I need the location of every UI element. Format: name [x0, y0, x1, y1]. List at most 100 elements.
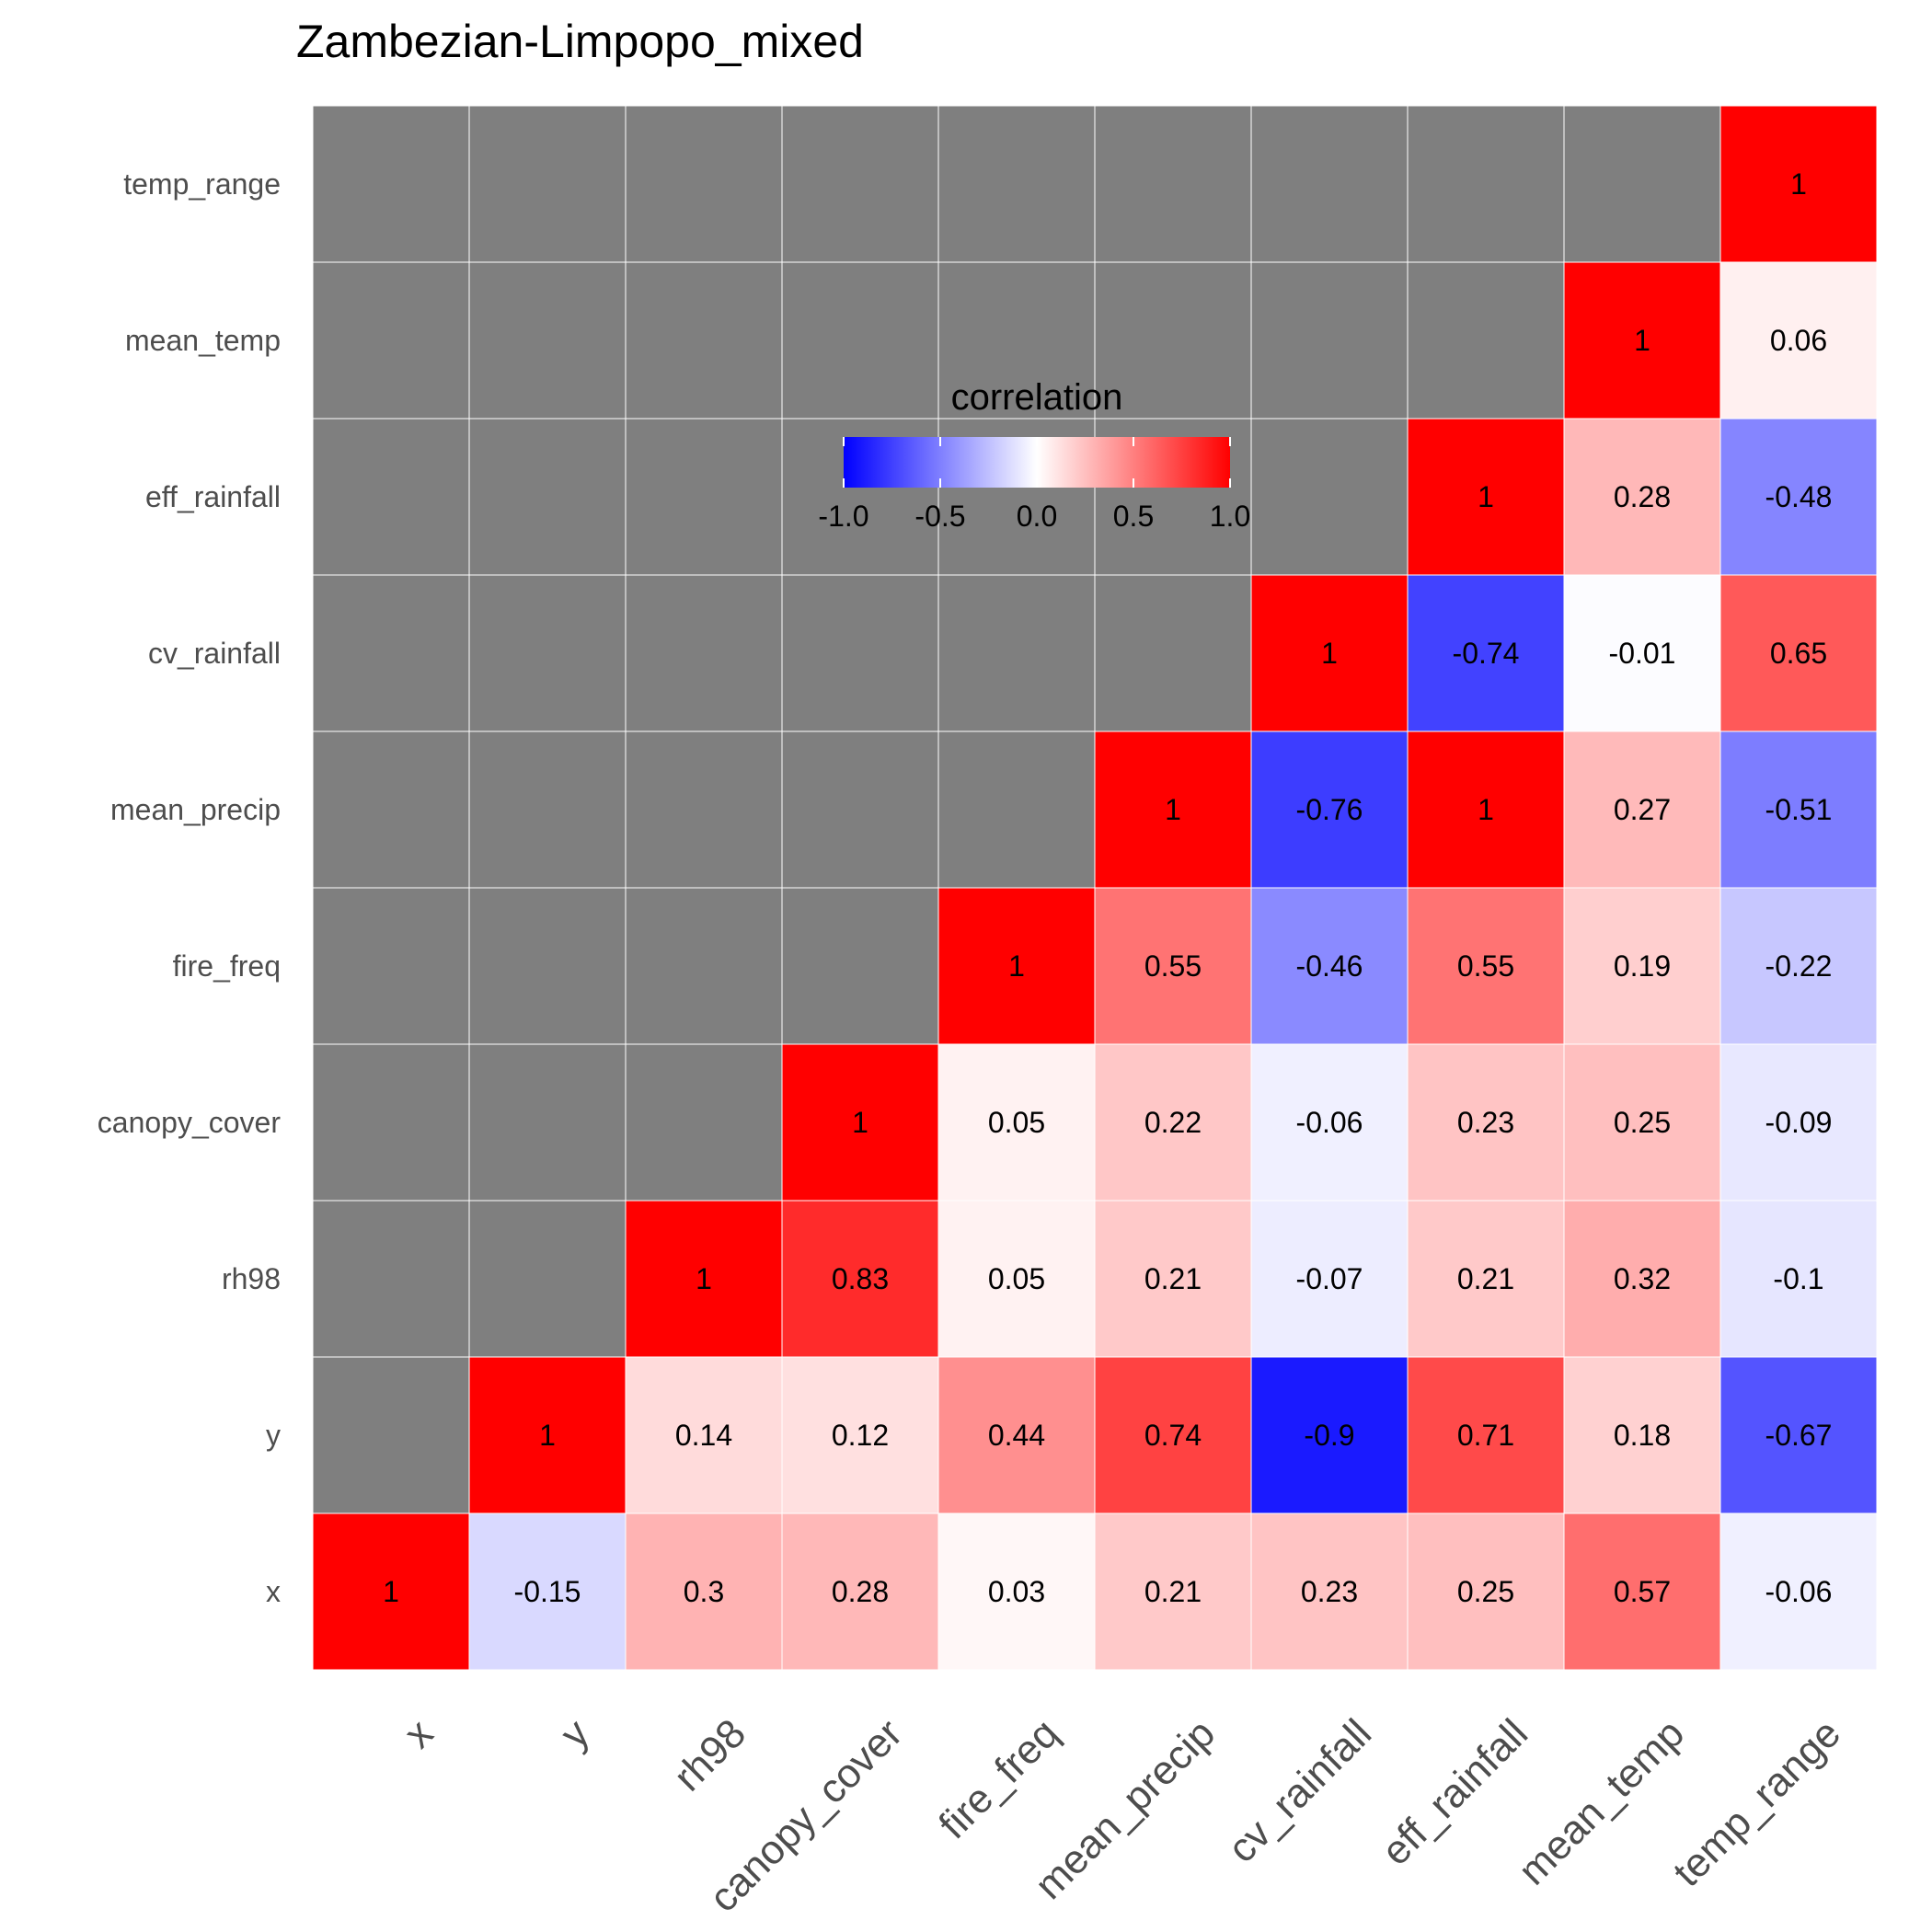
cell-value-label: -0.07	[1296, 1262, 1363, 1295]
heatmap-cell-fire_freq-temp_range	[937, 105, 1096, 263]
cell-value-label: 1	[1165, 793, 1181, 826]
heatmap-cell-cv_rainfall-rh98	[1250, 1200, 1409, 1358]
cell-value-label: 1	[1790, 167, 1807, 201]
heatmap-cell-canopy_cover-mean_temp	[781, 261, 939, 420]
heatmap-cell-cv_rainfall-canopy_cover	[1250, 1043, 1409, 1202]
x-tick-label-mean_temp: mean_temp	[1510, 1710, 1693, 1893]
cell-value-label: -0.15	[514, 1575, 581, 1608]
cell-value-label: 0.23	[1457, 1106, 1514, 1139]
cell-value-label: 0.71	[1457, 1419, 1514, 1452]
cell-value-label: -0.06	[1765, 1575, 1833, 1608]
cell-value-labels: 1 -0.15 0.3 0.28 0.03 0.21 0.23 0.25 0.57 -0.06 1 0…	[383, 167, 1832, 1608]
cell-value-label: 0.28	[1614, 480, 1671, 513]
heatmap-cell-mean_temp-fire_freq	[1563, 887, 1721, 1045]
legend-tick-label: 1.0	[1210, 500, 1250, 533]
heatmap-cell-x-eff_rainfall	[312, 418, 470, 576]
heatmap-cell-eff_rainfall-fire_freq	[1407, 887, 1565, 1045]
x-tick-label-y: y	[552, 1710, 598, 1756]
heatmap-cell-mean_precip-temp_range	[1094, 105, 1252, 263]
heatmap-cell-rh98-fire_freq	[625, 887, 783, 1045]
heatmap-cell-x-mean_precip	[312, 730, 470, 889]
cell-value-label: 0.27	[1614, 793, 1671, 826]
heatmap-cell-mean_temp-temp_range	[1563, 105, 1721, 263]
heatmap-cell-eff_rainfall-mean_temp	[1407, 261, 1565, 420]
cell-value-label: -0.46	[1296, 949, 1363, 983]
cell-value-label: 0.23	[1301, 1575, 1358, 1608]
heatmap-cell-x-x	[312, 1512, 470, 1671]
cell-value-label: 0.21	[1457, 1262, 1514, 1295]
cell-value-label: -0.51	[1765, 793, 1833, 826]
heatmap-cell-rh98-mean_temp	[625, 261, 783, 420]
heatmap-cell-y-eff_rainfall	[468, 418, 627, 576]
heatmap-cell-eff_rainfall-x	[1407, 1512, 1565, 1671]
cell-value-label: 0.55	[1457, 949, 1514, 983]
heatmap-cell-rh98-cv_rainfall	[625, 574, 783, 732]
x-tick-label-eff_rainfall: eff_rainfall	[1373, 1710, 1536, 1874]
cell-value-label: 0.05	[988, 1262, 1045, 1295]
y-tick-label-cv_rainfall: cv_rainfall	[148, 637, 281, 670]
x-tick-label-temp_range: temp_range	[1664, 1710, 1849, 1895]
cell-value-label: -0.09	[1765, 1106, 1833, 1139]
heatmap-cell-temp_range-eff_rainfall	[1719, 418, 1878, 576]
heatmap-cell-cv_rainfall-mean_temp	[1250, 261, 1409, 420]
cell-value-label: 0.65	[1770, 637, 1827, 670]
legend-title: correlation	[951, 377, 1123, 418]
cell-value-label: 0.25	[1614, 1106, 1671, 1139]
heatmap-cell-y-mean_temp	[468, 261, 627, 420]
heatmap-cell-fire_freq-cv_rainfall	[937, 574, 1096, 732]
heatmap-cell-temp_range-mean_temp	[1719, 261, 1878, 420]
cell-value-label: 0.3	[684, 1575, 724, 1608]
cell-value-label: -0.06	[1296, 1106, 1363, 1139]
heatmap-cell-x-temp_range	[312, 105, 470, 263]
heatmap-cell-x-cv_rainfall	[312, 574, 470, 732]
y-tick-label-canopy_cover: canopy_cover	[98, 1106, 282, 1139]
heatmap-cell-x-mean_temp	[312, 261, 470, 420]
heatmap-cell-mean_precip-mean_precip	[1094, 730, 1252, 889]
heatmap-cell-fire_freq-canopy_cover	[937, 1043, 1096, 1202]
heatmap-cell-eff_rainfall-rh98	[1407, 1200, 1565, 1358]
cell-value-label: -0.76	[1296, 793, 1363, 826]
heatmap-cell-eff_rainfall-y	[1407, 1356, 1565, 1514]
cell-value-label: 0.22	[1144, 1106, 1202, 1139]
heatmap-cells	[312, 105, 1878, 1671]
heatmap-cell-canopy_cover-mean_precip	[781, 730, 939, 889]
legend-ticks: -1.0 -0.5 0.0 0.5 1.0	[818, 437, 1250, 533]
y-tick-label-y: y	[266, 1419, 281, 1452]
y-tick-label-mean_temp: mean_temp	[125, 324, 281, 357]
cell-value-label: 0.44	[988, 1419, 1045, 1452]
heatmap-cell-canopy_cover-canopy_cover	[781, 1043, 939, 1202]
heatmap-cell-y-temp_range	[468, 105, 627, 263]
heatmap-cell-mean_temp-rh98	[1563, 1200, 1721, 1358]
heatmap-cell-y-mean_precip	[468, 730, 627, 889]
heatmap-cell-x-rh98	[312, 1200, 470, 1358]
x-tick-label-cv_rainfall: cv_rainfall	[1219, 1710, 1380, 1871]
legend-tick-label: -1.0	[818, 500, 868, 533]
heatmap-cell-temp_range-cv_rainfall	[1719, 574, 1878, 732]
legend-tick-label: 0.5	[1113, 500, 1154, 533]
cell-value-label: -0.01	[1609, 637, 1676, 670]
cell-value-label: 0.12	[832, 1419, 889, 1452]
heatmap-cell-mean_precip-fire_freq	[1094, 887, 1252, 1045]
heatmap-cell-cv_rainfall-fire_freq	[1250, 887, 1409, 1045]
cell-value-label: -0.48	[1765, 480, 1833, 513]
y-tick-label-eff_rainfall: eff_rainfall	[145, 480, 281, 513]
y-tick-label-temp_range: temp_range	[123, 167, 281, 201]
heatmap-cell-rh98-canopy_cover	[625, 1043, 783, 1202]
heatmap-cell-mean_precip-x	[1094, 1512, 1252, 1671]
cell-value-label: 1	[539, 1419, 556, 1452]
heatmap-cell-rh98-rh98	[625, 1200, 783, 1358]
heatmap-cell-y-y	[468, 1356, 627, 1514]
cell-value-label: 0.32	[1614, 1262, 1671, 1295]
heatmap-cell-fire_freq-x	[937, 1512, 1096, 1671]
heatmap-cell-cv_rainfall-x	[1250, 1512, 1409, 1671]
heatmap-cell-mean_precip-cv_rainfall	[1094, 574, 1252, 732]
legend-tick-label: -0.5	[914, 500, 965, 533]
cell-value-label: 1	[852, 1106, 868, 1139]
heatmap-cell-temp_range-canopy_cover	[1719, 1043, 1878, 1202]
cell-value-label: -0.22	[1765, 949, 1833, 983]
cell-value-label: 0.05	[988, 1106, 1045, 1139]
heatmap-cell-cv_rainfall-mean_precip	[1250, 730, 1409, 889]
heatmap-cell-temp_range-temp_range	[1719, 105, 1878, 263]
